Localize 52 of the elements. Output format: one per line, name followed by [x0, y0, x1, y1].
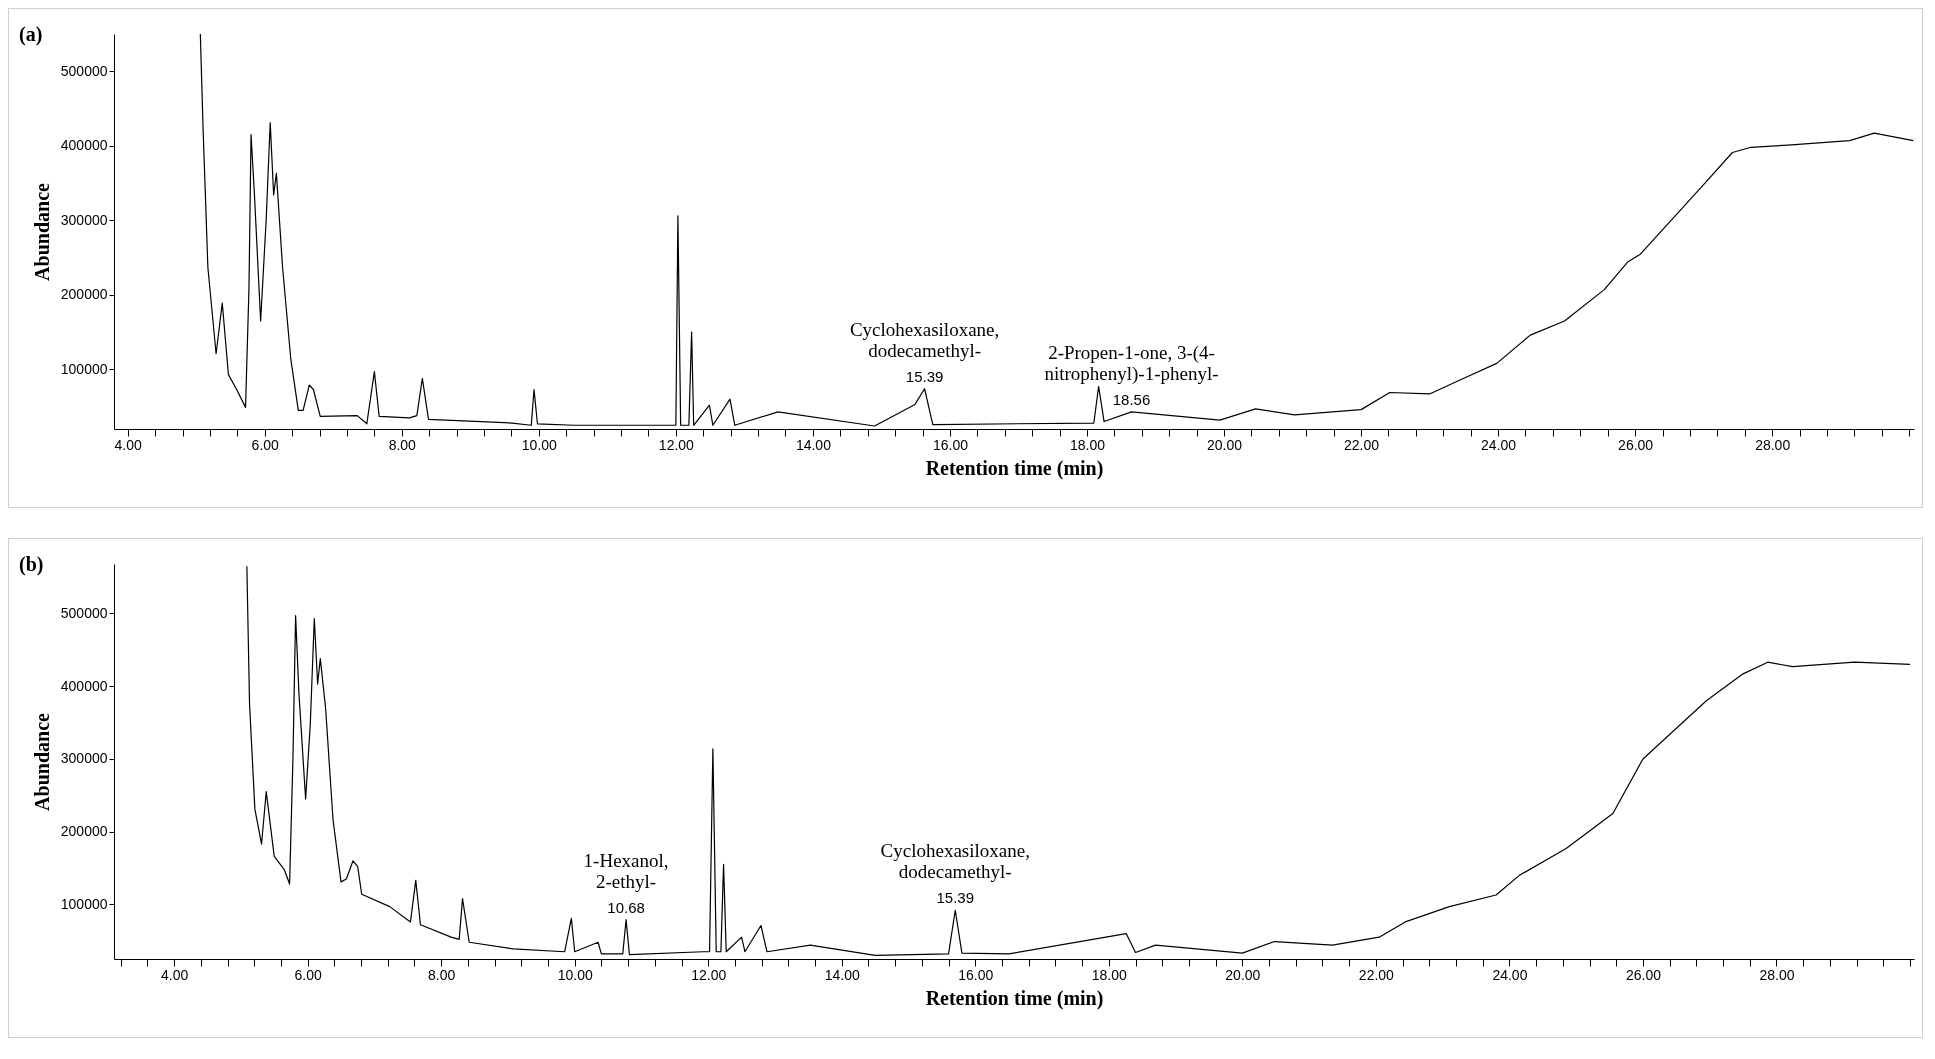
x-tick-label: 10.00 [521, 436, 558, 453]
y-tick-label: 300000 [60, 211, 108, 228]
annotation: 10.68 [607, 898, 645, 916]
x-tick-label: 26.00 [1618, 436, 1654, 453]
y-axis-title: Abundance [30, 712, 53, 811]
x-tick-label: 26.00 [1625, 966, 1662, 983]
annotation: 15.39 [936, 889, 975, 907]
y-tick-label: 500000 [60, 62, 108, 79]
x-tick-label: 4.00 [160, 966, 189, 983]
x-tick-label: 10.00 [557, 966, 593, 983]
x-tick-label: 14.00 [824, 966, 860, 983]
x-axis-title: Retention time (min) [925, 456, 1104, 480]
x-tick-label: 22.00 [1344, 436, 1380, 453]
x-tick-label: 6.00 [294, 966, 322, 983]
y-tick-label: 200000 [60, 823, 108, 840]
x-tick-label: 24.00 [1481, 436, 1517, 453]
line-series [199, 34, 1914, 427]
y-tick-label: 200000 [60, 286, 108, 303]
y-tick-label: 400000 [60, 137, 108, 154]
y-tick-label: 100000 [60, 895, 108, 912]
x-tick-label: 12.00 [691, 966, 727, 983]
x-tick-label: 14.00 [795, 436, 832, 453]
x-axis-title: Retention time (min) [925, 986, 1104, 1010]
y-tick-label: 400000 [60, 677, 108, 694]
y-tick-label: 500000 [60, 604, 108, 621]
x-tick-label: 18.00 [1091, 966, 1128, 983]
line-series [246, 565, 1911, 956]
x-tick-label: 24.00 [1492, 966, 1528, 983]
y-axis-title: Abundance [30, 182, 53, 281]
annotation: 18.56 [1112, 390, 1151, 408]
x-tick-label: 20.00 [1225, 966, 1261, 983]
x-tick-label: 8.00 [428, 966, 456, 983]
x-tick-label: 16.00 [958, 966, 994, 983]
annotation: Cyclohexasiloxane, dodecamethyl- [849, 318, 1000, 361]
x-tick-label: 12.00 [658, 436, 695, 453]
x-tick-label: 22.00 [1358, 966, 1395, 983]
x-tick-label: 28.00 [1755, 436, 1791, 453]
x-tick-label: 8.00 [388, 436, 417, 453]
annotation: Cyclohexasiloxane, dodecamethyl- [880, 840, 1030, 883]
x-tick-label: 20.00 [1206, 436, 1243, 453]
x-tick-label: 18.00 [1069, 436, 1106, 453]
x-tick-label: 16.00 [932, 436, 969, 453]
annotation: 1-Hexanol, 2-ethyl- [583, 849, 669, 892]
x-tick-label: 28.00 [1759, 966, 1795, 983]
chart-title: (a) [19, 23, 43, 46]
annotation: 15.39 [905, 367, 944, 385]
annotation: 2-Propen-1-one, 3-(4- nitrophenyl)-1-phenyl- [1044, 341, 1219, 385]
x-tick-label: 6.00 [251, 436, 280, 453]
x-tick-label: 4.00 [114, 436, 143, 453]
chart-title: (b) [19, 553, 44, 576]
y-tick-label: 100000 [60, 360, 108, 377]
y-tick-label: 300000 [60, 750, 108, 767]
